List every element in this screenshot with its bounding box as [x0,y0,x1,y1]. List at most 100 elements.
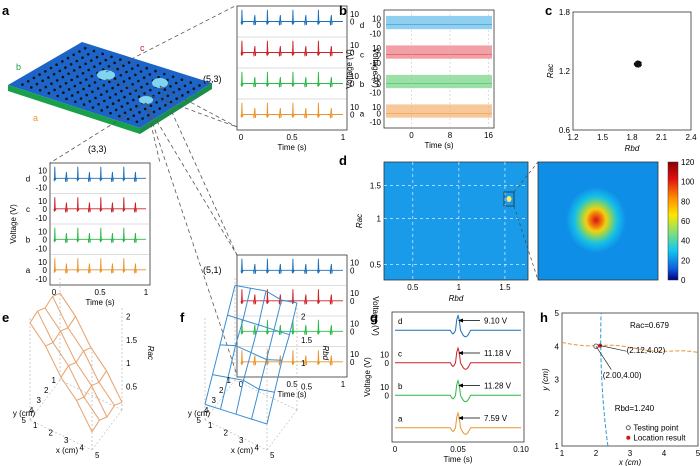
peak-value: 7.59 V [484,414,508,423]
mesh-line [219,344,283,361]
ylabel: y (cm) [541,368,550,392]
panel-label-h: h [540,310,548,325]
ylabel: y (cm) [13,409,36,418]
electrode-dot [66,56,70,60]
scatter-cluster [633,60,642,68]
xtick-label: 4 [255,444,260,453]
colorbar [667,161,679,281]
panel-label-b: b [339,3,347,18]
xtick-label: 1.5 [499,283,511,292]
channel-label: b [360,80,365,89]
ytick-label: 1.5 [370,182,382,191]
trace-d [395,313,521,338]
electrode-dot [84,78,88,81]
scatter-point [638,64,641,67]
electrode-dot [131,83,134,86]
electrode-dot [78,50,81,53]
mesh-line [91,401,123,433]
electrode-dot [78,65,82,69]
electrode-dot [58,69,62,73]
signal-band-b [386,74,492,89]
ztick-label: 1 [126,359,131,368]
electrode-dot [178,87,181,91]
xlabel: x (cm) [56,446,79,455]
ytick-label: 10 [38,228,47,237]
ytick-label: 10 [350,103,359,112]
electrode-dot [171,75,175,79]
colorbar-tick: 80 [681,197,690,206]
electrode-dot [113,61,116,65]
colorbar-tick: 120 [681,158,695,167]
electrode-dot [64,81,68,85]
ztick-label: 1.5 [126,336,138,345]
location-label-33: (3,3) [88,144,107,154]
electrode-dot [104,58,108,62]
panel-label-c: c [545,3,552,18]
ytick-label: 10 [350,320,359,329]
electrode-dot [67,88,71,91]
electrode-dot [88,100,92,103]
edge-label-d: d [192,90,197,100]
xtick-label: 1 [341,133,346,142]
mesh-line [76,370,107,401]
electrode-dot [149,104,153,107]
ytick-label: 0 [43,266,48,275]
ztick-label: 2 [301,312,306,321]
panel-label-e: e [2,310,9,325]
edge-label-b: b [16,62,21,72]
series-label: a [398,414,403,423]
scatter-point [639,62,642,65]
touch-spot-3 [139,96,153,104]
electrode-dot [110,55,113,59]
electrode-dot [198,84,201,87]
ytick-label: 10 [350,350,359,359]
electrode-dot [90,59,93,62]
electrode-dot [141,117,144,120]
electrode-dot [79,97,83,100]
ytick-label: 4 [555,342,560,351]
panel-label-g: g [370,310,378,325]
ytick-label: 1.2 [559,67,571,76]
electrode-dot [122,80,126,83]
electrode-dot [92,49,96,53]
electrode-dot [180,78,184,81]
xtick-label: 0.5 [94,288,106,297]
xtick-label: 2 [49,429,54,438]
electrode-dot [155,101,158,104]
xtick-label: 2.1 [656,133,668,142]
electrode-dot [88,84,91,87]
electrode-dot [102,83,106,87]
electrode-dot [192,87,196,90]
trace-c [395,346,521,370]
ytick-label: -10 [369,89,381,98]
rbd-isoline [600,313,609,446]
electrode-dot [70,94,74,97]
xtick-label: 5 [95,451,100,460]
ylabel: y (cm) [188,409,211,418]
ytick-label: 10 [38,197,47,206]
electrode-dot [44,85,48,89]
electrode-dot [183,84,187,88]
channel-label: a [360,109,365,118]
xtick-label: 0 [409,131,414,140]
electrode-dot [82,87,85,91]
ytick-label: 0 [350,327,355,336]
electrode-dot [149,88,152,92]
xlabel: Time (s) [277,143,306,152]
signal-band-d [386,15,492,30]
ytick-label: 10 [372,73,381,82]
leader-line [595,346,612,370]
mesh-line [266,302,298,425]
scatter-point [635,60,637,63]
trace-b [240,319,343,335]
electrode-dot [91,90,94,94]
electrode-dot [119,58,122,61]
electrode-dot [163,72,166,76]
channel-label: c [360,50,364,59]
edge-label-c: c [140,43,145,53]
electrode-dot [116,83,120,87]
ylabel: Voltage (V) [345,49,354,89]
electrode-dot [132,98,135,102]
